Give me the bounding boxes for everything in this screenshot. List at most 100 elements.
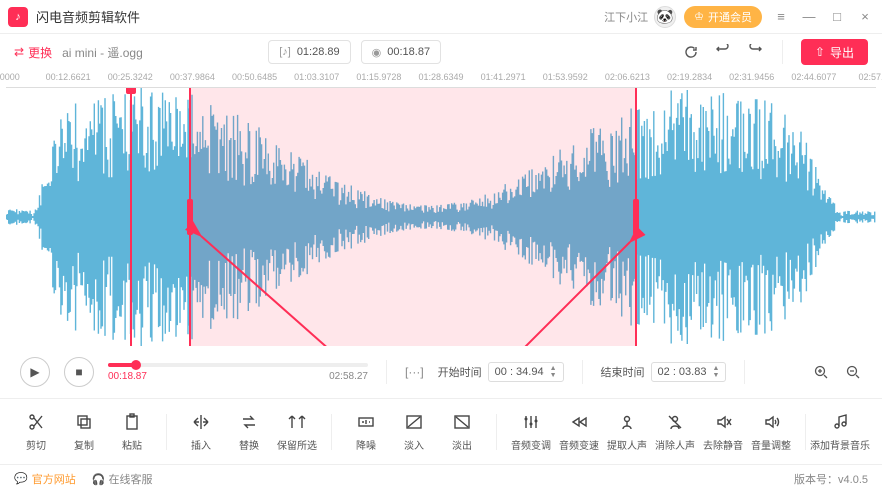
selection-handle-right[interactable]: [633, 199, 639, 235]
version-value: v4.0.5: [838, 474, 868, 486]
tool-paste[interactable]: 粘贴: [108, 411, 156, 452]
selection-region[interactable]: [189, 88, 637, 346]
support-label: 在线客服: [108, 474, 152, 486]
divider: [782, 40, 783, 64]
app-title: 闪电音频剪辑软件: [36, 7, 604, 26]
end-time-input[interactable]: 02 : 03.83 ▲▼: [651, 362, 727, 382]
vocal-icon: [616, 411, 638, 433]
stop-button[interactable]: ■: [64, 357, 94, 387]
tool-volume[interactable]: 音量调整: [747, 411, 795, 452]
start-time-input[interactable]: 00 : 34.94 ▲▼: [488, 362, 564, 382]
tool-fadein[interactable]: 淡入: [390, 411, 438, 452]
tool-cut[interactable]: 剪切: [12, 411, 60, 452]
current-time: 00:18.87: [108, 371, 147, 382]
denoise-icon: [355, 411, 377, 433]
tool-label: 保留所选: [277, 437, 317, 452]
progress-bar[interactable]: 00:18.87 02:58.27: [108, 363, 368, 382]
tool-label: 降噪: [356, 437, 376, 452]
ruler-tick: 01:15.9728: [356, 72, 401, 82]
redo-button[interactable]: [746, 43, 764, 61]
silence-icon: [712, 411, 734, 433]
menu-icon[interactable]: ≡: [772, 9, 790, 24]
close-icon[interactable]: ×: [856, 9, 874, 24]
play-button[interactable]: ▶: [20, 357, 50, 387]
swap-file-button[interactable]: ⇄ 更换: [14, 44, 52, 61]
fadein-icon: [403, 411, 425, 433]
tool-vocal[interactable]: 提取人声: [603, 411, 651, 452]
tool-fadeout[interactable]: 淡出: [438, 411, 486, 452]
tool-denoise[interactable]: 降噪: [342, 411, 390, 452]
tool-label: 淡出: [452, 437, 472, 452]
user-name[interactable]: 江下小江: [604, 9, 648, 25]
replace-icon: [238, 411, 260, 433]
official-site-link[interactable]: 💬 官方网站: [14, 471, 76, 487]
ruler-tick: 02:44.6077: [791, 72, 836, 82]
duration-pill: [♪] 01:28.89: [268, 40, 350, 64]
divider: [582, 360, 583, 384]
playhead[interactable]: [130, 88, 132, 346]
tool-label: 音频变调: [511, 437, 551, 452]
minimize-icon[interactable]: —: [800, 9, 818, 24]
ruler-tick: 01:03.3107: [294, 72, 339, 82]
divider: [496, 414, 497, 450]
vip-button[interactable]: ♔ 开通会员: [684, 6, 762, 28]
tool-label: 去除静音: [703, 437, 743, 452]
start-time-stepper[interactable]: ▲▼: [550, 365, 557, 379]
start-time-value: 00 : 34.94: [495, 366, 544, 378]
avatar[interactable]: 🐼: [654, 6, 676, 28]
note-icon: [♪]: [279, 46, 291, 58]
selection-handle-left[interactable]: [187, 199, 193, 235]
start-time-label: 开始时间: [438, 364, 482, 380]
tool-replace[interactable]: 替换: [225, 411, 273, 452]
end-time-label: 结束时间: [601, 364, 645, 380]
export-icon: ⇧: [815, 45, 825, 59]
tool-label: 粘贴: [122, 437, 142, 452]
tool-silence[interactable]: 去除静音: [699, 411, 747, 452]
volume-icon: [760, 411, 782, 433]
tool-eq[interactable]: 音频变调: [507, 411, 555, 452]
divider: [744, 360, 745, 384]
current-filename: ai mini - 遥.ogg: [62, 44, 143, 61]
cut-icon: [25, 411, 47, 433]
tool-copy[interactable]: 复制: [60, 411, 108, 452]
export-button[interactable]: ⇧ 导出: [801, 39, 868, 65]
tool-label: 剪切: [26, 437, 46, 452]
tool-keep[interactable]: 保留所选: [273, 411, 321, 452]
export-label: 导出: [830, 44, 854, 61]
refresh-button[interactable]: [682, 43, 700, 61]
tool-label: 复制: [74, 437, 94, 452]
maximize-icon[interactable]: □: [828, 9, 846, 24]
duration-value: 01:28.89: [297, 46, 340, 58]
eq-icon: [520, 411, 542, 433]
ruler-tick: 01:53.9592: [543, 72, 588, 82]
tool-bgm[interactable]: 添加背景音乐: [816, 411, 864, 452]
swap-icon: ⇄: [14, 45, 24, 59]
tool-novocal[interactable]: 消除人声: [651, 411, 699, 452]
tool-insert[interactable]: 插入: [177, 411, 225, 452]
insert-icon: [190, 411, 212, 433]
fadeout-icon: [451, 411, 473, 433]
end-time-stepper[interactable]: ▲▼: [712, 365, 719, 379]
support-link[interactable]: 🎧 在线客服: [92, 471, 153, 487]
bgm-icon: [829, 411, 851, 433]
divider: [166, 414, 167, 450]
zoom-out-button[interactable]: [844, 363, 862, 381]
bracket-icon[interactable]: [···]: [405, 365, 424, 379]
tool-speed[interactable]: 音频变速: [555, 411, 603, 452]
ruler-tick: 01:28.6349: [418, 72, 463, 82]
divider: [331, 414, 332, 450]
undo-button[interactable]: [714, 43, 732, 61]
zoom-in-button[interactable]: [812, 363, 830, 381]
waveform-area[interactable]: [6, 88, 876, 346]
timeline-ruler[interactable]: 0.000000:12.662100:25.324200:37.986400:5…: [0, 70, 882, 88]
divider: [386, 360, 387, 384]
ruler-tick: 0.0000: [0, 72, 20, 82]
tool-label: 插入: [191, 437, 211, 452]
ruler-tick: 02:06.6213: [605, 72, 650, 82]
version-label: 版本号：: [794, 474, 838, 486]
paste-icon: [121, 411, 143, 433]
app-logo: ♪: [8, 7, 28, 27]
tool-label: 添加背景音乐: [810, 437, 870, 452]
end-time-value: 02 : 03.83: [658, 366, 707, 378]
headset-icon: 🎧: [92, 474, 106, 486]
